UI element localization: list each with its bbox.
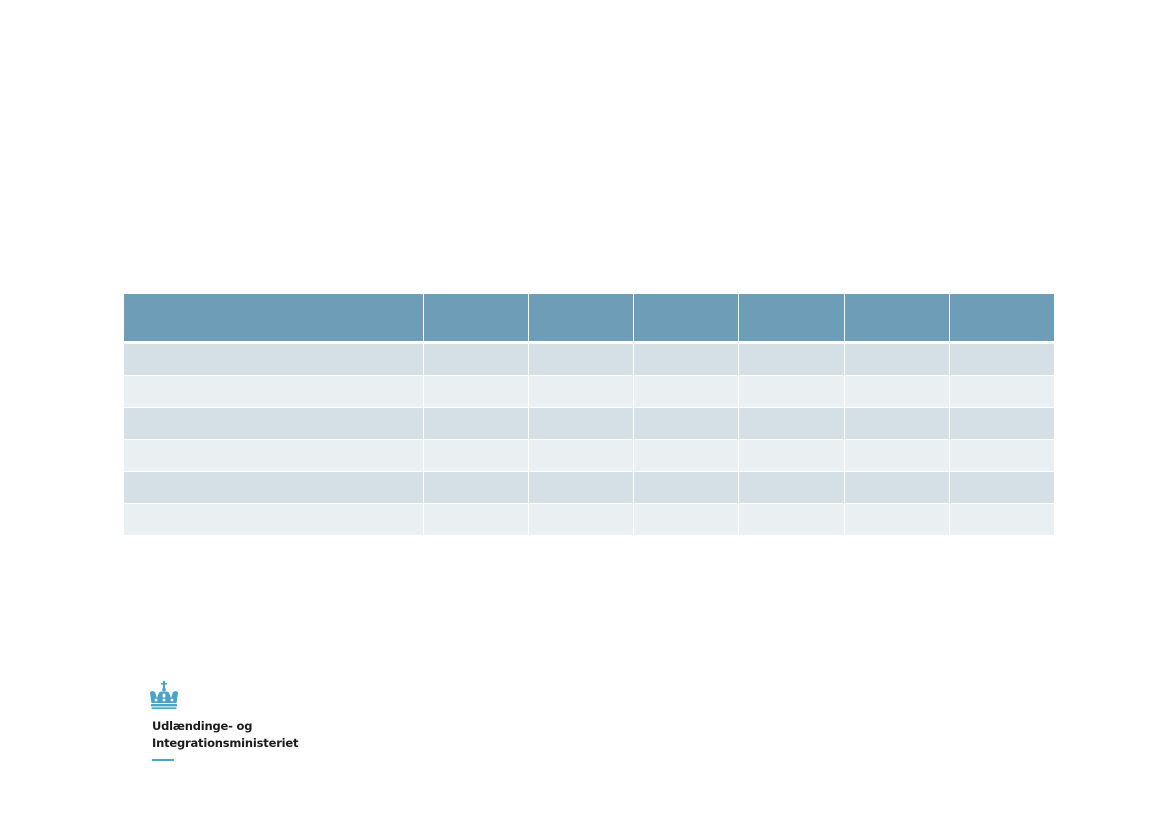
table-cell — [633, 407, 739, 440]
table-row — [124, 471, 1054, 504]
table-header-cell — [738, 294, 845, 344]
table-cell — [124, 375, 424, 408]
table-cell — [633, 471, 739, 504]
table-cell — [423, 503, 529, 535]
table-row — [124, 439, 1054, 472]
table-cell — [738, 471, 845, 504]
table-row — [124, 342, 1054, 376]
table-cell — [423, 407, 529, 440]
table-cell — [949, 342, 1054, 376]
table-cell — [528, 342, 634, 376]
table-cell — [124, 503, 424, 535]
table-cell — [949, 375, 1054, 408]
table-cell — [844, 342, 950, 376]
table-row — [124, 407, 1054, 440]
table-cell — [633, 439, 739, 472]
table-cell — [528, 439, 634, 472]
table-header-cell — [124, 294, 424, 344]
table-cell — [844, 407, 950, 440]
logo-divider — [152, 759, 174, 761]
table-cell — [844, 503, 950, 535]
ministry-logo — [147, 680, 181, 710]
table-header-cell — [423, 294, 529, 344]
table-cell — [633, 375, 739, 408]
table-row — [124, 375, 1054, 408]
table-cell — [124, 471, 424, 504]
table-cell — [844, 439, 950, 472]
table-cell — [738, 407, 845, 440]
table-cell — [528, 407, 634, 440]
table-cell — [124, 439, 424, 472]
table-cell — [949, 503, 1054, 535]
table-header-cell — [528, 294, 634, 344]
table-cell — [738, 342, 845, 376]
table-cell — [633, 503, 739, 535]
table-cell — [949, 471, 1054, 504]
table-cell — [423, 375, 529, 408]
ministry-name-line-2: Integrationsministeriet — [152, 736, 299, 750]
table-cell — [844, 471, 950, 504]
table-cell — [528, 375, 634, 408]
table-cell — [949, 439, 1054, 472]
table-cell — [528, 503, 634, 535]
data-table — [124, 294, 1054, 535]
table-cell — [423, 439, 529, 472]
table-cell — [633, 342, 739, 376]
table-cell — [423, 471, 529, 504]
table-row — [124, 503, 1054, 535]
table-cell — [528, 471, 634, 504]
ministry-name-line-1: Udlændinge- og — [152, 719, 253, 733]
table-cell — [124, 342, 424, 376]
crown-icon — [150, 681, 178, 709]
table-cell — [844, 375, 950, 408]
table-header-row — [124, 294, 1054, 344]
table-cell — [124, 407, 424, 440]
table-cell — [738, 375, 845, 408]
table-cell — [423, 342, 529, 376]
table-cell — [738, 503, 845, 535]
table-header-cell — [949, 294, 1054, 344]
table-header-cell — [633, 294, 739, 344]
table-cell — [738, 439, 845, 472]
ministry-name: Udlændinge- og Integrationsministeriet — [152, 718, 299, 752]
table-header-cell — [844, 294, 950, 344]
table-cell — [949, 407, 1054, 440]
